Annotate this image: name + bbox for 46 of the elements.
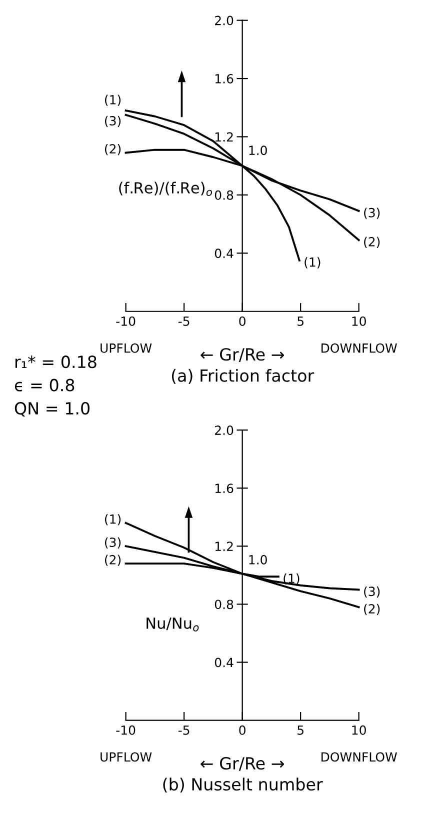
text: (1) xyxy=(105,94,121,106)
x-tick-label: -10 xyxy=(116,725,136,735)
text: (3) xyxy=(364,208,380,219)
series-label: (3) xyxy=(105,116,121,127)
x-tick-label: 5 xyxy=(298,316,304,326)
x-axis-title: ← Gr/Re → xyxy=(200,757,284,771)
text: ϵ = 0.8 xyxy=(14,378,74,392)
x-tick-label: -10 xyxy=(116,316,136,326)
series-label: (3) xyxy=(364,586,380,598)
text: UPFLOW xyxy=(100,343,152,353)
x-axis-title: ← Gr/Re → xyxy=(200,348,284,362)
y-tick-label: 0.4 xyxy=(214,658,234,668)
y-tick-label: 0.8 xyxy=(214,600,234,610)
text: UPFLOW xyxy=(100,752,152,762)
text: (b) Nusselt number xyxy=(163,778,323,793)
text: r₁* = 0.18 xyxy=(15,356,96,368)
y-tick-label: 1.2 xyxy=(215,542,233,551)
text: (1) xyxy=(105,514,121,526)
x-tick-label: 0 xyxy=(239,316,246,326)
y-tick-label: 1.6 xyxy=(215,74,234,84)
x-tick-label: 10 xyxy=(352,725,366,735)
x-tick-label: -5 xyxy=(178,726,190,735)
x-tick-label: 0 xyxy=(239,725,246,735)
x-tick-label: 5 xyxy=(298,726,304,735)
text: DOWNFLOW xyxy=(322,752,397,762)
y-tick-label: 2.0 xyxy=(215,426,234,436)
series-label: (1) xyxy=(304,257,320,268)
y-tick-label: 2.0 xyxy=(215,16,234,26)
text: (3) xyxy=(105,537,121,548)
annotation: 1.0 xyxy=(249,554,267,564)
text: QN = 1.0 xyxy=(14,402,90,417)
series-label: (2) xyxy=(364,604,380,615)
text: DOWNFLOW xyxy=(322,343,397,353)
text: (2) xyxy=(105,144,121,156)
y-axis-title: (f.Re)/(f.Re)$_{o}$ xyxy=(119,182,212,196)
y-tick-label: 1.6 xyxy=(215,484,234,494)
x-tick-label: -5 xyxy=(178,316,190,326)
series-label: (2) xyxy=(364,236,380,248)
y-tick-label: 1.2 xyxy=(215,132,233,142)
y-tick-label: 0.4 xyxy=(214,248,234,258)
y-tick-label: 0.8 xyxy=(214,190,234,200)
text: (2) xyxy=(105,554,121,566)
text: (a) Friction factor xyxy=(172,368,314,384)
annotation: 1.0 xyxy=(249,146,267,156)
y-axis-title: Nu/Nu$_{o}$ xyxy=(146,618,199,632)
x-tick-label: 10 xyxy=(352,316,366,326)
